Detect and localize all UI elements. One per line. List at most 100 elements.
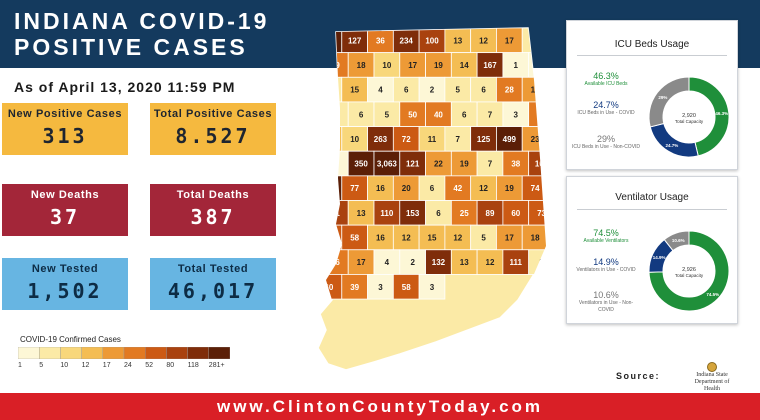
county-count: 16 [376,233,385,242]
county-count: 499 [503,135,517,144]
county-count: 263 [374,135,388,144]
stat-value: 74.5% [593,228,619,238]
county-count: 19 [434,61,443,70]
county-shape [444,224,472,251]
county-count: 167 [483,61,497,70]
as-of-date: As of April 13, 2020 11:59 PM [14,79,236,95]
legend-swatch [102,347,125,359]
county-count: 18 [531,233,540,242]
county-shape [418,224,446,251]
county-shape [373,249,401,275]
county-count: 19 [460,160,469,169]
county-count: 13 [357,209,366,218]
county-count: 132 [432,258,446,267]
county-count: 127 [348,36,362,45]
donut-slice-label: 46.3% [715,111,728,116]
legend-swatch [60,347,82,359]
county-shape [341,224,368,251]
county-count: 2 [430,86,435,95]
county-count: 12 [479,36,488,45]
county-count: 153 [406,209,420,218]
legend-swatch [81,347,103,359]
legend-label: 118 [187,362,199,369]
donut-slice [648,76,690,128]
county-count: 23 [531,135,540,144]
county-shape [521,28,546,54]
county-shape [476,150,504,177]
county-count: 46 [537,110,546,119]
stat-total-positive: Total Positive Cases 8.527 [150,103,276,155]
county-map: 819 127 36 234 100 13 12 17 629 18 10 17 19 14 167 1 37 1… [317,27,547,371]
county-count: 14 [460,61,469,70]
county-count: 1 [514,61,519,70]
stat-label: ICU Beds in Use - COVID [577,110,635,116]
county-shape [476,52,504,78]
legend-label: 80 [166,362,175,369]
county-shape [318,126,343,152]
legend-swatch [39,347,61,359]
county-count: 6 [359,110,364,119]
county-count: 16 [376,184,385,193]
county-count: 13 [453,36,462,45]
county-count: 121 [406,160,420,169]
legend-title: COVID-19 Confirmed Cases [20,335,121,344]
legend-label: 1 [18,362,22,369]
county-count: 5 [385,110,390,119]
county-shape [496,175,523,201]
county-shape [476,101,504,127]
stat-value: 37 [49,205,81,229]
county-count: 12 [486,258,495,267]
source-org-line1: Indiana State [696,372,728,378]
county-shape [425,249,452,275]
county-count: 2 [410,258,415,267]
vent-available-stat: 74.5% Available Ventilators [571,228,641,245]
county-count: 29 [331,61,340,70]
icu-beds-panel: ICU Beds Usage 46.3% Available ICU Beds … [566,20,738,170]
stat-label: Total Tested [177,263,249,275]
county-count: 125 [477,135,491,144]
county-count: 25 [460,209,469,218]
footer-url[interactable]: www.ClintonCountyToday.com [216,397,544,416]
county-shape [450,249,478,275]
stat-new-deaths: New Deaths 37 [2,184,128,236]
county-count: 7 [488,110,493,119]
legend-label: 24 [124,362,132,369]
donut-total: 2,920 [682,113,696,119]
county-count: 111 [510,258,523,267]
county-count: 22 [434,160,443,169]
county-shape [341,175,368,201]
county-shape [322,150,349,177]
vent-panel-title: Ventilator Usage [615,192,689,203]
icu-available-stat: 46.3% Available ICU Beds [571,71,641,88]
legend-label: 10 [60,362,69,369]
legend-swatch [18,347,40,359]
county-count: 819 [322,36,336,45]
county-shape [425,150,452,177]
county-count: 38 [511,160,520,169]
donut-slice-label: 74.5% [706,292,719,297]
footer-band: www.ClintonCountyToday.com [0,393,760,420]
vent-noncovid-stat: 10.6% Ventilators in Use - Non-COVID [571,290,641,314]
county-count: 350 [354,160,368,169]
stat-label: ICU Beds in Use - Non-COVID [571,144,641,150]
county-count: 73 [537,209,546,218]
county-count: 58 [350,233,359,242]
county-shape [425,101,452,127]
county-shape [322,101,349,127]
county-shape [425,52,452,78]
county-shape [373,101,401,127]
county-shape [418,175,446,201]
county-count: 3,063 [377,160,398,169]
county-count: 42 [453,184,462,193]
legend-swatch [144,347,167,359]
county-count: 26 [331,258,340,267]
county-count: 6 [533,36,538,45]
donut-slice-label: 29% [658,95,667,100]
donut-slice [648,230,730,312]
county-shape [425,200,452,226]
stat-label: New Tested [31,263,99,275]
county-count: 10 [350,135,359,144]
source-label: Source: [616,371,661,381]
legend-swatch [208,347,230,359]
